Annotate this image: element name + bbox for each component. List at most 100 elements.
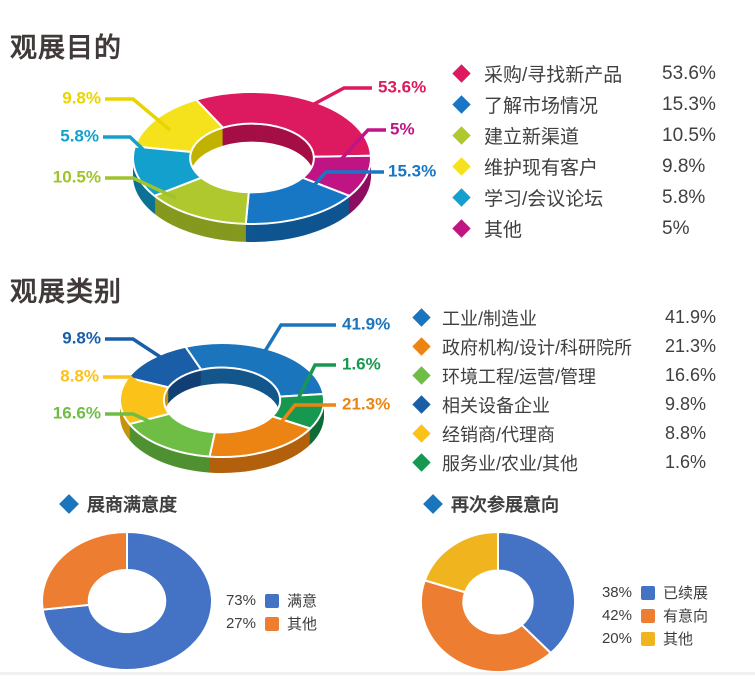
callout-line: [103, 375, 157, 400]
legend-value: 10.5%: [662, 124, 716, 146]
legend-item: 采购/寻找新产品 53.6%: [452, 58, 752, 89]
donut-slice: [133, 98, 224, 154]
legend-square-icon: [641, 585, 655, 600]
legend-label: 维护现有客户: [484, 158, 599, 179]
callout-value: 21.3%: [342, 394, 390, 413]
legend-marker-cell: [412, 395, 442, 414]
callout-value: 41.9%: [342, 314, 390, 333]
legend-item: 其他 5%: [452, 213, 752, 244]
legend-diamond-icon: [452, 188, 471, 207]
legend-value: 8.8%: [665, 423, 707, 443]
legend-value: 41.9%: [665, 307, 717, 327]
legend-item: 服务业/农业/其他 1.6%: [412, 448, 755, 477]
purpose-chart-legend: 采购/寻找新产品 53.6% 了解市场情况 15.3% 建立新渠道 10.5% 维护现有客户…: [452, 58, 752, 244]
callout-line: [105, 412, 171, 433]
donut-slice: [301, 154, 372, 197]
legend-diamond-icon: [412, 453, 431, 472]
callout-value: 10.5%: [53, 167, 101, 186]
category-chart-legend: 工业/制造业 41.9% 政府机构/设计/科研院所 21.3% 环境工程/运营/管理 16…: [412, 303, 755, 477]
legend-diamond-icon: [452, 126, 471, 145]
callout-line: [105, 337, 172, 366]
legend-value: 21.3%: [665, 336, 717, 356]
legend-marker-cell: [412, 424, 442, 443]
callout-line: [297, 363, 336, 398]
legend-label: 已续展: [663, 585, 709, 602]
donut-slice: [184, 342, 325, 398]
legend-diamond-icon: [452, 157, 471, 176]
purpose-chart-title: 观展目的: [10, 33, 122, 64]
legend-label: 了解市场情况: [484, 96, 599, 117]
legend-value: 5%: [662, 217, 690, 239]
callout-line: [333, 128, 386, 168]
donut-slice: [41, 531, 128, 611]
legend-diamond-icon: [452, 219, 471, 238]
legend-label: 其他: [484, 220, 523, 241]
donut-slice: [195, 91, 372, 158]
legend-label: 工业/制造业: [442, 308, 538, 329]
legend-value: 20%: [601, 630, 632, 647]
legend-label: 建立新渠道: [484, 127, 580, 148]
legend-label: 政府机构/设计/科研院所: [442, 337, 633, 358]
legend-diamond-icon: [412, 424, 431, 443]
legend-value: 9.8%: [665, 394, 707, 414]
callout-value: 16.6%: [53, 403, 101, 422]
legend-label: 经销商/代理商: [442, 424, 556, 445]
legend-label: 其他: [663, 631, 694, 648]
callout-value: 5.8%: [60, 126, 99, 145]
callout-line: [273, 403, 336, 432]
blue-diamond-icon: [59, 494, 79, 514]
blue-diamond-icon: [423, 494, 443, 514]
legend-marker-cell: [412, 453, 442, 472]
legend-square-icon: [265, 616, 279, 631]
reintent-chart-title: 再次参展意向: [423, 491, 559, 517]
legend-label: 有意向: [663, 608, 709, 625]
reintent-chart-legend: 38% 已续展 42% 有意向 20% 其他: [598, 581, 708, 650]
legend-label: 采购/寻找新产品: [484, 65, 623, 86]
callout-line: [260, 323, 336, 357]
legend-marker-cell: [412, 337, 442, 356]
donut-slice: [41, 531, 213, 671]
legend-value: 15.3%: [662, 93, 716, 115]
legend-square-icon: [641, 608, 655, 623]
callout-line: [105, 176, 177, 200]
legend-diamond-icon: [412, 395, 431, 414]
satisfaction-chart-legend: 73% 满意 27% 其他: [222, 589, 317, 635]
donut-slice: [497, 531, 576, 655]
legend-value: 5.8%: [662, 186, 706, 208]
legend-marker-cell: [412, 366, 442, 385]
legend-item: 20% 其他: [598, 627, 708, 650]
legend-value: 73%: [225, 592, 256, 609]
legend-item: 42% 有意向: [598, 604, 708, 627]
callout-line: [298, 170, 384, 203]
legend-label: 满意: [287, 593, 318, 610]
legend-diamond-icon: [412, 337, 431, 356]
callout-value: 8.8%: [60, 366, 99, 385]
legend-item: 相关设备企业 9.8%: [412, 390, 755, 419]
donut-slice: [127, 345, 203, 389]
legend-value: 53.6%: [662, 62, 716, 84]
callout-value: 9.8%: [62, 88, 101, 107]
legend-label: 学习/会议论坛: [484, 189, 604, 210]
legend-label: 相关设备企业: [442, 395, 550, 416]
purpose-donut-chart: 53.6% 5% 15.3% 9.8% 5.8% 10.5%: [53, 77, 436, 242]
legend-item: 维护现有客户 9.8%: [452, 151, 752, 182]
legend-label: 其他: [287, 616, 318, 633]
reintent-title-label: 再次参展意向: [451, 495, 559, 515]
legend-label: 环境工程/运营/管理: [442, 366, 597, 387]
legend-item: 环境工程/运营/管理 16.6%: [412, 361, 755, 390]
callout-value: 1.6%: [342, 354, 381, 373]
reintent-donut-chart: [420, 531, 576, 673]
legend-item: 政府机构/设计/科研院所 21.3%: [412, 332, 755, 361]
callout-value: 53.6%: [378, 77, 426, 96]
legend-item: 27% 其他: [222, 612, 317, 635]
legend-marker-cell: [452, 157, 484, 176]
legend-diamond-icon: [412, 366, 431, 385]
legend-item: 学习/会议论坛 5.8%: [452, 182, 752, 213]
legend-marker-cell: [452, 219, 484, 238]
legend-marker-cell: [452, 64, 484, 83]
legend-marker-cell: [412, 308, 442, 327]
legend-diamond-icon: [452, 95, 471, 114]
legend-value: 38%: [601, 584, 632, 601]
callout-line: [103, 135, 154, 160]
